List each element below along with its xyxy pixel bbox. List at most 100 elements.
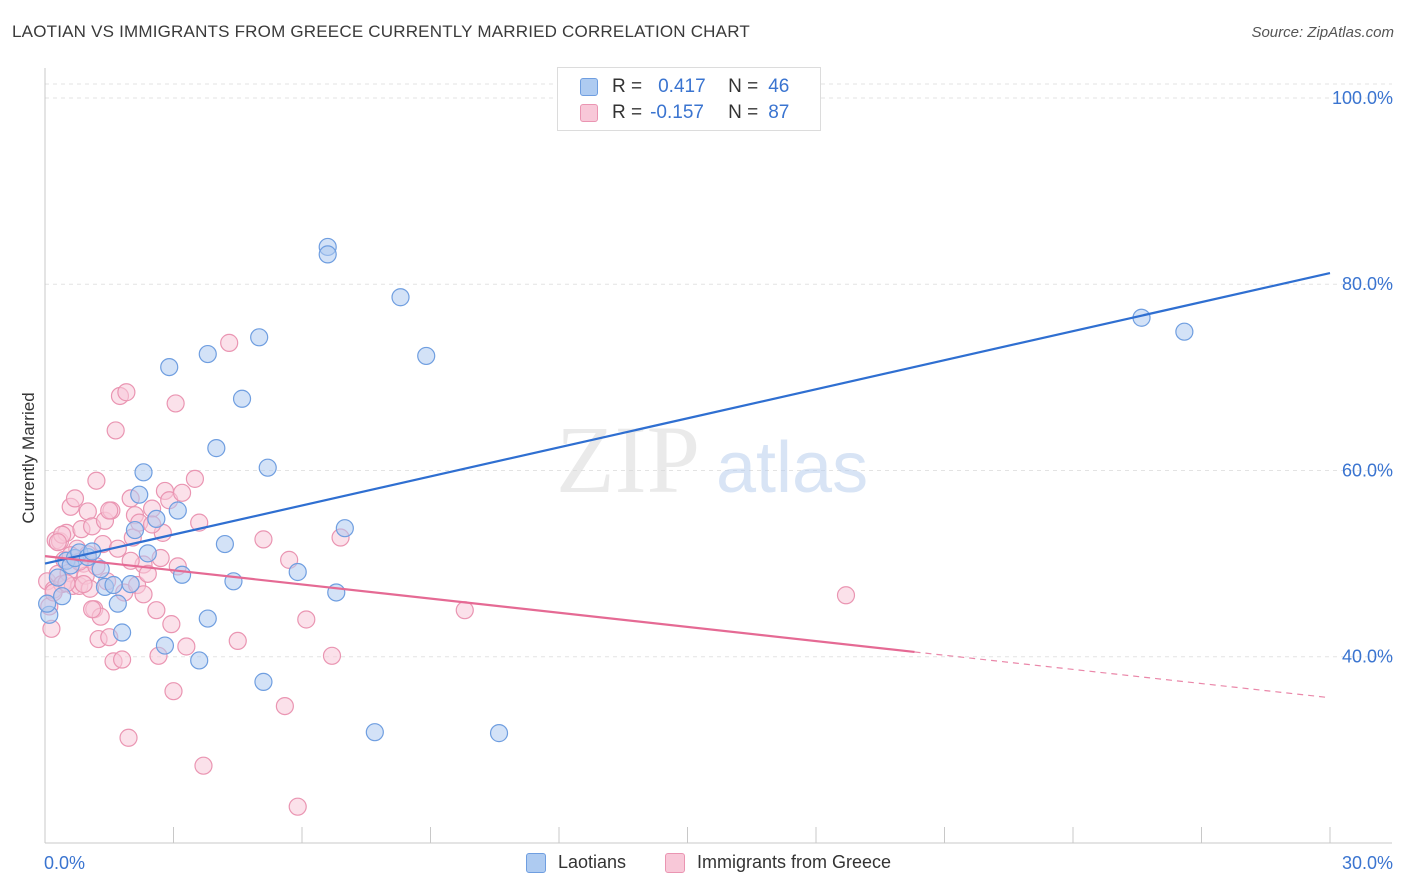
greece-point [106, 421, 125, 440]
tick-labels: 40.0% 60.0% 80.0% 100.0% 0.0% 30.0% [44, 88, 1393, 873]
chart-title: LAOTIAN VS IMMIGRANTS FROM GREECE CURREN… [12, 22, 750, 41]
watermark-atlas: atlas [716, 428, 868, 508]
watermark-zip: ZIP [556, 406, 700, 513]
legend-item-laotians: Laotians [526, 852, 626, 873]
greece-point [119, 728, 138, 747]
greece-point [322, 646, 342, 665]
greece-point [87, 471, 106, 490]
laotians-point [215, 534, 234, 554]
greece-point [275, 696, 294, 716]
scatter-points [38, 237, 1194, 816]
greece-point [228, 631, 247, 651]
greece-point [48, 533, 67, 552]
greece-swatch [665, 852, 685, 873]
laotians-point [417, 346, 436, 366]
greece-point [194, 756, 213, 775]
legend-n-label: N = [728, 76, 759, 97]
trend-lines [44, 271, 1331, 699]
x-tick-label: 0.0% [44, 853, 85, 873]
laotians-point [391, 288, 410, 307]
laotians-point [198, 609, 217, 628]
legend-row-laotians: R = 0.417 N = 46 [580, 74, 789, 100]
legend-r-label: R = [612, 102, 643, 123]
greece-point [134, 585, 153, 604]
y-tick-label: 60.0% [1342, 460, 1393, 480]
greece-point [74, 574, 93, 594]
greece-swatch [580, 104, 598, 122]
greece-point [297, 610, 316, 629]
greece-point [78, 502, 97, 521]
laotians-point [190, 651, 209, 670]
chart-source: Source: ZipAtlas.com [1251, 24, 1394, 41]
laotians-point [168, 501, 187, 520]
legend-n-label: N = [728, 102, 759, 123]
greece-point [220, 333, 239, 352]
laotians-point [147, 509, 166, 528]
y-tick-label: 80.0% [1342, 274, 1393, 294]
laotians-point [258, 458, 277, 477]
greece-point [65, 489, 85, 508]
legend-n-value: 87 [768, 102, 790, 123]
greece-point [177, 637, 196, 656]
laotians-point [104, 575, 123, 595]
legend-n-value: 46 [768, 76, 790, 97]
greece-point [172, 483, 192, 502]
greece-point [288, 797, 307, 816]
legend-row-greece: R = -0.157 N = 87 [580, 100, 789, 126]
laotians-point [155, 636, 175, 655]
axes [44, 68, 1392, 844]
laotians-point [138, 544, 157, 563]
laotians-point [288, 562, 307, 582]
laotians-point [365, 723, 384, 742]
laotians-point [112, 623, 132, 642]
legend-r-value: 0.417 [658, 76, 706, 97]
laotians-point [254, 672, 273, 691]
laotians-point [198, 344, 217, 364]
x-tick-label: 30.0% [1342, 853, 1393, 873]
laotians-point [134, 463, 153, 482]
laotians-point [38, 594, 57, 613]
laotians-point [91, 560, 110, 579]
greece-point [166, 394, 185, 413]
greece-point [185, 469, 205, 488]
legend-label: Immigrants from Greece [697, 852, 892, 872]
greece-point [254, 530, 273, 549]
greece-trend-line [44, 555, 915, 654]
greece-point [100, 501, 119, 520]
greece-trend-line-extension [914, 651, 1331, 699]
grid-lines [45, 83, 1392, 658]
greece-point [83, 600, 102, 619]
laotians-point [160, 357, 179, 377]
y-tick-label: 100.0% [1332, 88, 1393, 108]
greece-point [455, 601, 474, 620]
y-axis-label: Currently Married [19, 392, 38, 523]
laotians-point [1175, 322, 1194, 341]
laotians-point [232, 389, 252, 408]
greece-point [162, 615, 181, 634]
laotians-point [53, 587, 72, 606]
greece-point [164, 682, 183, 701]
laotians-point [489, 724, 509, 743]
laotians-point [335, 519, 354, 538]
laotians-swatch [580, 78, 598, 96]
greece-point [112, 650, 132, 669]
series-legend: Laotians Immigrants from Greece [0, 852, 1406, 878]
y-tick-label: 40.0% [1342, 647, 1393, 667]
greece-point [117, 383, 136, 402]
greece-point [147, 601, 166, 620]
laotians-swatch [526, 852, 546, 873]
laotians-point [172, 565, 192, 584]
laotians-point [250, 328, 269, 347]
laotians-point [108, 594, 127, 613]
legend-label: Laotians [558, 852, 627, 872]
legend-item-greece: Immigrants from Greece [665, 852, 891, 873]
laotians-point [130, 485, 149, 504]
laotians-point [48, 568, 67, 587]
laotians-point [207, 439, 226, 458]
greece-point [836, 586, 856, 605]
laotians-point [318, 245, 337, 264]
greece-point [138, 564, 157, 583]
legend-r-value: -0.157 [650, 102, 704, 123]
laotians-point [125, 520, 145, 540]
correlation-legend: R = 0.417 N = 46 R = -0.157 N = 87 [557, 67, 821, 131]
